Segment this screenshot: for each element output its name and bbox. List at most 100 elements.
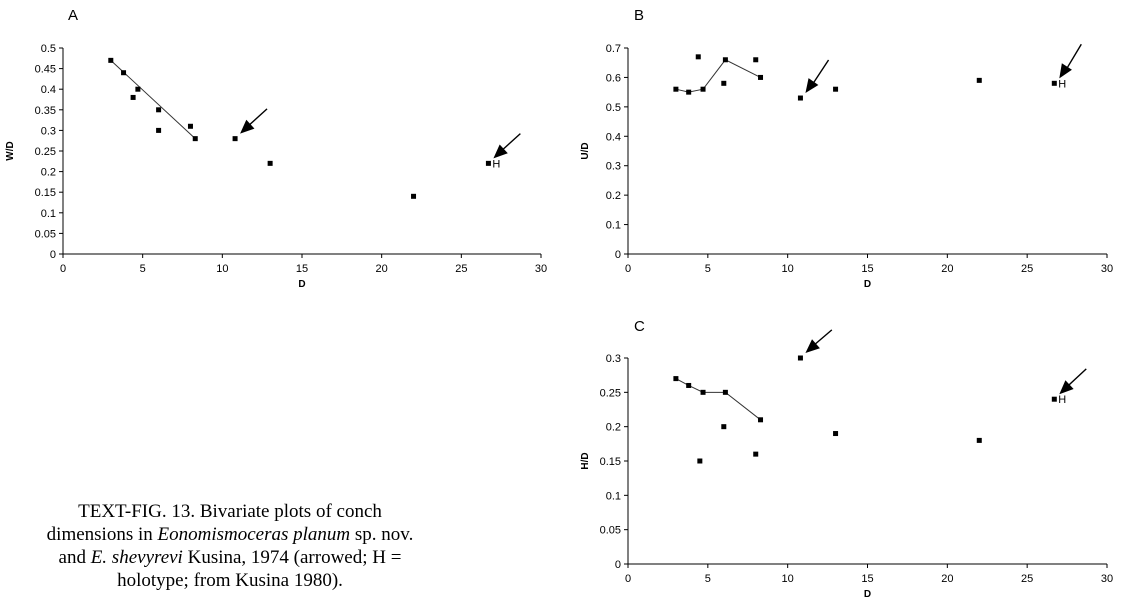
x-axis-label: D [298, 279, 305, 290]
x-tick-label: 5 [705, 263, 711, 275]
data-point [758, 75, 763, 80]
caption-taxon-2: E. shevyrevi [91, 547, 183, 568]
y-axis-label: H/D [580, 452, 591, 469]
data-point [486, 161, 491, 166]
y-tick-label: 0.25 [600, 387, 621, 399]
data-point [156, 128, 161, 133]
y-tick-label: 0.3 [606, 353, 621, 365]
panel-label: C [634, 318, 645, 335]
y-tick-label: 0.4 [606, 131, 621, 143]
data-point [673, 87, 678, 92]
data-point [701, 87, 706, 92]
data-point [131, 95, 136, 100]
data-point [188, 124, 193, 129]
plot-panel-c: C 0 0.05 0.1 0.15 0.2 0.25 0.3 0 5 10 15 20 25 30 D H/D H [580, 318, 1113, 600]
data-point [696, 54, 701, 59]
y-tick-label: 0.1 [41, 208, 56, 220]
data-point [753, 57, 758, 62]
holotype-label: H [1058, 78, 1066, 90]
x-tick-label: 20 [941, 263, 953, 275]
y-tick-label: 0.2 [606, 190, 621, 202]
x-tick-label: 10 [782, 263, 794, 275]
x-tick-label: 30 [535, 263, 547, 275]
y-tick-label: 0.1 [606, 490, 621, 502]
data-point [686, 383, 691, 388]
x-tick-label: 25 [1021, 573, 1033, 585]
y-tick-label: 0 [615, 559, 621, 571]
data-point [108, 58, 113, 63]
x-tick-label: 20 [376, 263, 388, 275]
y-axis-label: W/D [5, 141, 16, 160]
plot-panel-a: A 0 0.05 0.1 0.15 0.2 0.25 0.3 0.35 0.4 0.45 0.5 0 5 1… [5, 7, 547, 290]
x-axis-label: D [864, 589, 871, 600]
y-tick-label: 0.6 [606, 72, 621, 84]
y-tick-label: 0.7 [606, 43, 621, 55]
data-point [673, 376, 678, 381]
data-point [723, 57, 728, 62]
y-tick-label: 0.3 [606, 161, 621, 173]
panel-label: A [68, 7, 78, 24]
y-tick-label: 0.35 [35, 105, 56, 117]
y-tick-label: 0.15 [35, 187, 56, 199]
trend-line [676, 60, 761, 92]
y-tick-label: 0.3 [41, 125, 56, 137]
data-point [721, 81, 726, 86]
y-axis-label: U/D [580, 142, 591, 159]
x-tick-label: 25 [455, 263, 467, 275]
y-tick-label: 0.2 [606, 422, 621, 434]
y-tick-label: 0.4 [41, 84, 56, 96]
x-tick-label: 5 [140, 263, 146, 275]
data-point [686, 90, 691, 95]
y-tick-label: 0.15 [600, 456, 621, 468]
x-tick-label: 30 [1101, 263, 1113, 275]
data-point [798, 356, 803, 361]
y-tick-label: 0.1 [606, 220, 621, 232]
data-point [1052, 81, 1057, 86]
x-tick-label: 25 [1021, 263, 1033, 275]
x-axis-label: D [864, 279, 871, 290]
x-tick-label: 15 [296, 263, 308, 275]
holotype-label: H [1058, 394, 1066, 406]
data-point [233, 136, 238, 141]
x-tick-label: 20 [941, 573, 953, 585]
data-point [193, 136, 198, 141]
data-point [758, 417, 763, 422]
panel-label: B [634, 7, 644, 24]
caption-taxon-1: Eonomismoceras planum [158, 524, 351, 545]
y-tick-label: 0.5 [606, 102, 621, 114]
data-point [156, 107, 161, 112]
data-point [697, 459, 702, 464]
x-tick-label: 10 [216, 263, 228, 275]
data-point [833, 87, 838, 92]
data-point [1052, 397, 1057, 402]
data-point [411, 194, 416, 199]
x-tick-label: 15 [861, 573, 873, 585]
data-point [121, 70, 126, 75]
data-point [977, 438, 982, 443]
data-point [701, 390, 706, 395]
arrow-head [1059, 63, 1072, 78]
data-point [268, 161, 273, 166]
y-tick-label: 0.05 [35, 228, 56, 240]
y-tick-label: 0.05 [600, 525, 621, 537]
data-point [833, 431, 838, 436]
data-point [135, 87, 140, 92]
x-tick-label: 10 [782, 573, 794, 585]
arrow-head [805, 78, 818, 93]
data-point [798, 96, 803, 101]
y-tick-label: 0.45 [35, 64, 56, 76]
y-tick-label: 0 [50, 249, 56, 261]
data-point [721, 424, 726, 429]
y-tick-label: 0.5 [41, 43, 56, 55]
x-tick-label: 5 [705, 573, 711, 585]
x-tick-label: 0 [625, 263, 631, 275]
data-point [753, 452, 758, 457]
plot-panel-b: B 0 0.1 0.2 0.3 0.4 0.5 0.6 0.7 0 5 10 15 20 25 30 D U/D H [580, 7, 1113, 290]
figure-caption: TEXT-FIG. 13. Bivariate plots of conch d… [40, 500, 420, 592]
y-tick-label: 0 [615, 249, 621, 261]
x-tick-label: 0 [625, 573, 631, 585]
y-tick-label: 0.2 [41, 167, 56, 179]
data-point [723, 390, 728, 395]
holotype-label: H [492, 158, 500, 170]
x-tick-label: 15 [861, 263, 873, 275]
